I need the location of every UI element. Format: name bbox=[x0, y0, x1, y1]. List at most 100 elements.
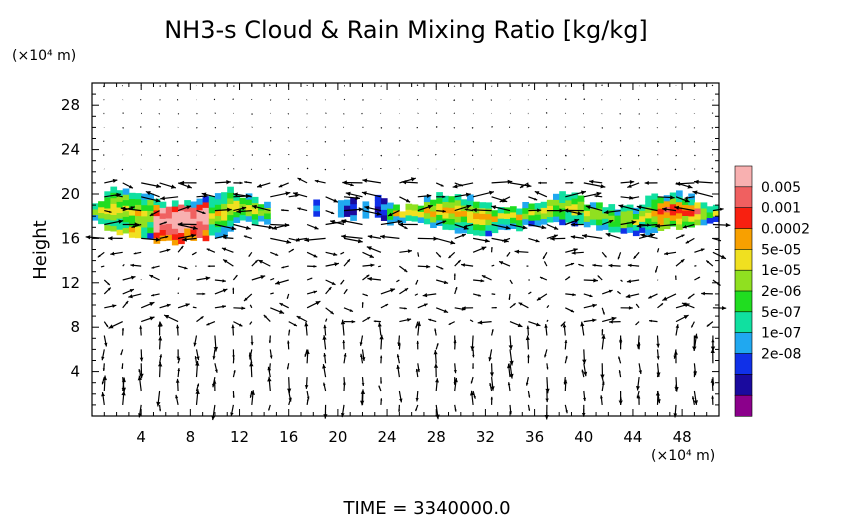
cloud-cell bbox=[669, 220, 677, 227]
wind-vector bbox=[323, 324, 327, 336]
wind-vector bbox=[192, 306, 197, 309]
wind-vector bbox=[472, 246, 487, 253]
cloud-cell bbox=[208, 223, 216, 230]
cloud-cell bbox=[442, 206, 450, 214]
wind-vector bbox=[304, 377, 309, 389]
wind-vector bbox=[306, 277, 313, 281]
wind-vector bbox=[361, 349, 366, 362]
cloud-cell bbox=[651, 199, 659, 206]
cloud-cell bbox=[153, 221, 161, 228]
cloud-cell bbox=[214, 204, 222, 211]
wind-vector bbox=[674, 205, 695, 212]
wind-vector bbox=[398, 404, 401, 412]
colorbar-swatch bbox=[734, 228, 753, 250]
wind-vector bbox=[617, 290, 621, 295]
cloud-cell bbox=[227, 203, 234, 210]
wind-vector bbox=[564, 276, 571, 281]
cloud-cell bbox=[245, 210, 253, 217]
wind-vector bbox=[684, 196, 695, 200]
wind-vector bbox=[263, 314, 271, 323]
wind-vector bbox=[176, 349, 180, 361]
wind-vector bbox=[250, 168, 253, 171]
cloud-cell bbox=[227, 214, 234, 221]
cloud-cell bbox=[202, 212, 210, 219]
wind-vector bbox=[251, 113, 253, 115]
wind-vector bbox=[104, 210, 112, 213]
cloud-cell bbox=[682, 204, 689, 211]
wind-vector bbox=[212, 376, 216, 388]
wind-vector bbox=[453, 112, 456, 115]
colorbar-label: 1e-07 bbox=[761, 326, 801, 342]
cloud-cell bbox=[491, 215, 499, 222]
wind-vector bbox=[248, 251, 253, 257]
wind-vector bbox=[366, 246, 382, 253]
x-tick-label: 36 bbox=[525, 428, 544, 446]
wind-vector bbox=[692, 335, 697, 352]
cloud-cell bbox=[411, 204, 419, 211]
wind-vector bbox=[691, 396, 695, 406]
wind-vector bbox=[176, 324, 180, 336]
cloud-cell bbox=[196, 204, 204, 211]
wind-vector bbox=[102, 363, 105, 371]
cloud-cell bbox=[473, 201, 480, 208]
cloud-cell bbox=[454, 194, 462, 201]
cloud-cell bbox=[178, 232, 185, 239]
cloud-cell bbox=[135, 215, 142, 222]
wind-vector bbox=[601, 334, 606, 350]
cloud-cell bbox=[479, 207, 486, 214]
cloud-cell bbox=[178, 215, 185, 222]
cloud-cell bbox=[479, 202, 486, 209]
wind-vector bbox=[514, 249, 529, 254]
cloud-cell bbox=[128, 198, 136, 205]
cloud-cell bbox=[214, 198, 222, 205]
wind-vector bbox=[687, 293, 695, 300]
wind-vector bbox=[141, 316, 155, 323]
cloud-cell bbox=[479, 213, 486, 220]
wind-vector bbox=[706, 321, 714, 327]
cloud-cell bbox=[694, 202, 702, 209]
cloud-cell bbox=[571, 214, 579, 221]
cloud-cell bbox=[196, 198, 204, 205]
wind-vector bbox=[636, 390, 640, 399]
cloud-cell bbox=[485, 213, 493, 220]
wind-vector bbox=[341, 234, 363, 239]
wind-vector bbox=[620, 306, 633, 310]
cloud-cell bbox=[214, 215, 222, 222]
cloud-cell bbox=[608, 220, 616, 227]
cloud-cell bbox=[700, 208, 708, 215]
cloud-cell bbox=[362, 212, 370, 219]
cloud-cell bbox=[110, 208, 118, 215]
wind-vector bbox=[343, 258, 351, 267]
cloud-cell bbox=[159, 201, 167, 208]
wind-vector bbox=[583, 390, 587, 402]
wind-vector bbox=[231, 324, 235, 336]
wind-vector bbox=[603, 210, 621, 215]
wind-vector bbox=[528, 208, 542, 213]
cloud-cell bbox=[442, 195, 450, 202]
cloud-cell bbox=[165, 228, 173, 235]
wind-vector bbox=[462, 306, 474, 310]
cloud-cell bbox=[350, 214, 357, 221]
cloud-cell bbox=[602, 218, 609, 225]
wind-vector bbox=[343, 195, 361, 201]
cloud-cell bbox=[122, 194, 130, 201]
wind-vector bbox=[325, 318, 328, 322]
wind-vector bbox=[268, 153, 271, 156]
wind-vector bbox=[601, 168, 604, 170]
wind-vector bbox=[681, 302, 695, 309]
cloud-cell bbox=[688, 210, 695, 217]
cloud-cell bbox=[380, 214, 388, 221]
cloud-cell bbox=[516, 214, 523, 221]
wind-vector bbox=[110, 251, 123, 256]
wind-vector bbox=[565, 293, 576, 297]
cloud-cell bbox=[467, 205, 474, 212]
cloud-cell bbox=[682, 215, 689, 222]
cloud-cell bbox=[171, 233, 179, 240]
wind-vector bbox=[675, 196, 690, 203]
cloud-cell bbox=[632, 207, 640, 214]
wind-vector bbox=[379, 140, 382, 142]
wind-vector bbox=[491, 223, 511, 230]
cloud-cell bbox=[399, 211, 407, 218]
wind-vector bbox=[527, 404, 531, 411]
wind-vector bbox=[565, 190, 587, 198]
